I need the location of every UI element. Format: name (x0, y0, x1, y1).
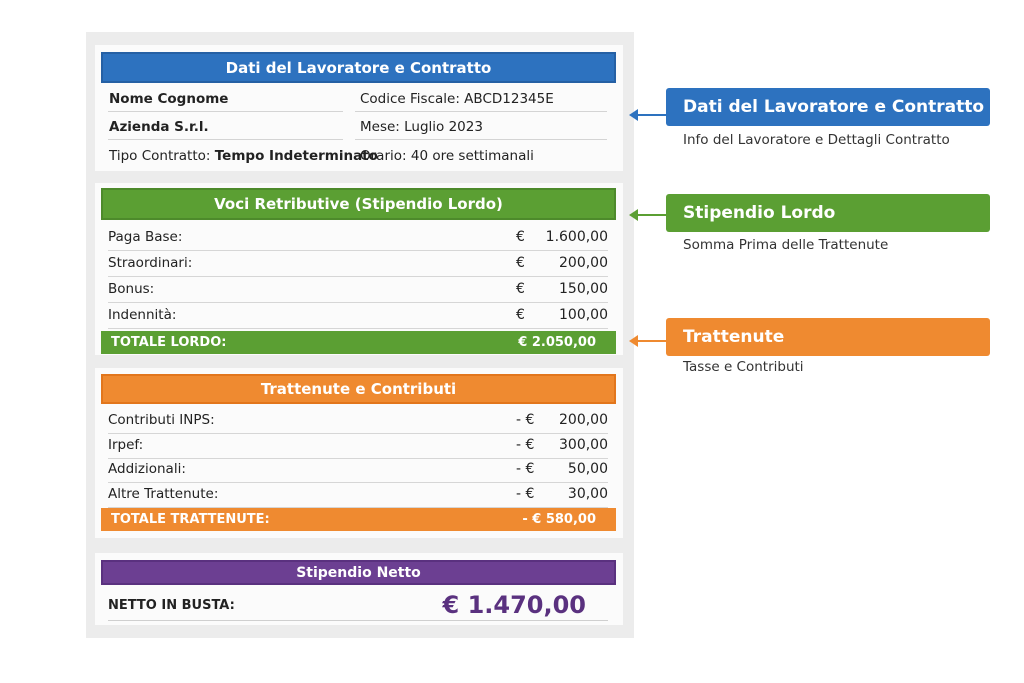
amount-value: 200,00 (559, 412, 608, 428)
net-row: NETTO IN BUSTA: € 1.470,00 (108, 590, 608, 621)
deduction-item-label: Addizionali: (108, 461, 186, 477)
deductions-header: Trattenute e Contributi (101, 374, 616, 404)
deductions-total-row: TOTALE TRATTENUTE: - € 580,00 (101, 508, 616, 531)
deduction-item-amount: - € 200,00 (516, 412, 608, 428)
amount-value: 300,00 (559, 436, 608, 453)
deduction-item-label: Irpef: (108, 436, 144, 453)
gross-item-row: Paga Base: €1.600,00 (108, 224, 608, 251)
worker-header: Dati del Lavoratore e Contratto (101, 52, 616, 83)
gross-item-label: Bonus: (108, 281, 155, 297)
gross-item-label: Straordinari: (108, 255, 193, 271)
deduction-item-amount: - € 50,00 (516, 461, 608, 477)
gross-item-amount: €1.600,00 (516, 229, 608, 245)
pay-month: Mese: Luglio 2023 (360, 119, 483, 135)
gross-item-row: Indennità: €100,00 (108, 302, 608, 329)
gross-item-row: Straordinari: €200,00 (108, 250, 608, 277)
amount-value: 1.600,00 (545, 229, 608, 245)
gross-item-amount: €200,00 (516, 255, 608, 271)
currency-symbol: € (516, 307, 525, 323)
currency-symbol: € (516, 281, 525, 297)
deduction-item-row: Contributi INPS: - € 200,00 (108, 407, 608, 434)
currency-symbol: - € (516, 412, 535, 428)
currency-symbol: - € (516, 461, 535, 477)
net-value: € 1.470,00 (442, 591, 586, 619)
callout-gross: Stipendio Lordo (666, 194, 990, 232)
deduction-item-row: Addizionali: - € 50,00 (108, 456, 608, 483)
currency-symbol: € (516, 255, 525, 271)
gross-item-label: Paga Base: (108, 229, 183, 245)
amount-value: 30,00 (567, 485, 608, 502)
deduction-item-amount: - € 30,00 (516, 486, 608, 502)
deduction-item-row: Irpef: - € 300,00 (108, 432, 608, 459)
divider (108, 111, 343, 112)
net-label: NETTO IN BUSTA: (108, 597, 235, 613)
contract-type-label: Tipo Contratto: (109, 148, 211, 164)
currency-symbol: € (516, 229, 525, 245)
worker-name: Nome Cognome (109, 91, 229, 107)
callout-deductions: Trattenute (666, 318, 990, 356)
currency-symbol: - € (516, 436, 535, 453)
callout-worker-subtitle: Info del Lavoratore e Dettagli Contratto (683, 132, 950, 148)
callout-deductions-subtitle: Tasse e Contributi (683, 359, 804, 375)
gross-item-amount: €150,00 (516, 281, 608, 297)
gross-item-label: Indennità: (108, 307, 177, 323)
divider (355, 111, 607, 112)
divider (108, 139, 343, 140)
arrow-gross (629, 209, 666, 221)
deductions-total-label: TOTALE TRATTENUTE: (111, 512, 270, 527)
contract-type: Tipo Contratto: Tempo Indeterminato (109, 148, 378, 164)
amount-value: 200,00 (559, 255, 608, 271)
deduction-item-amount: - € 300,00 (516, 437, 608, 453)
gross-header: Voci Retributive (Stipendio Lordo) (101, 188, 616, 220)
gross-item-amount: €100,00 (516, 307, 608, 323)
gross-item-row: Bonus: €150,00 (108, 276, 608, 303)
deduction-item-label: Altre Trattenute: (108, 485, 219, 502)
net-header: Stipendio Netto (101, 560, 616, 585)
working-hours: Orario: 40 ore settimanali (360, 148, 534, 164)
gross-total-label: TOTALE LORDO: (111, 335, 227, 350)
arrow-deductions (629, 335, 666, 347)
deduction-item-label: Contributi INPS: (108, 412, 215, 428)
deductions-total-value: - € 580,00 (522, 512, 596, 527)
tax-code: Codice Fiscale: ABCD12345E (360, 91, 554, 107)
callout-gross-subtitle: Somma Prima delle Trattenute (683, 237, 889, 253)
arrow-worker (629, 109, 666, 121)
amount-value: 50,00 (567, 461, 608, 477)
divider (355, 139, 607, 140)
company-name: Azienda S.r.l. (109, 119, 209, 135)
callout-worker: Dati del Lavoratore e Contratto (666, 88, 990, 126)
deduction-item-row: Altre Trattenute: - € 30,00 (108, 481, 608, 508)
amount-value: 100,00 (559, 307, 608, 323)
gross-total-row: TOTALE LORDO: € 2.050,00 (101, 331, 616, 354)
currency-symbol: - € (516, 485, 535, 502)
gross-total-value: € 2.050,00 (518, 335, 596, 350)
contract-type-value: Tempo Indeterminato (214, 148, 378, 164)
amount-value: 150,00 (559, 281, 608, 297)
